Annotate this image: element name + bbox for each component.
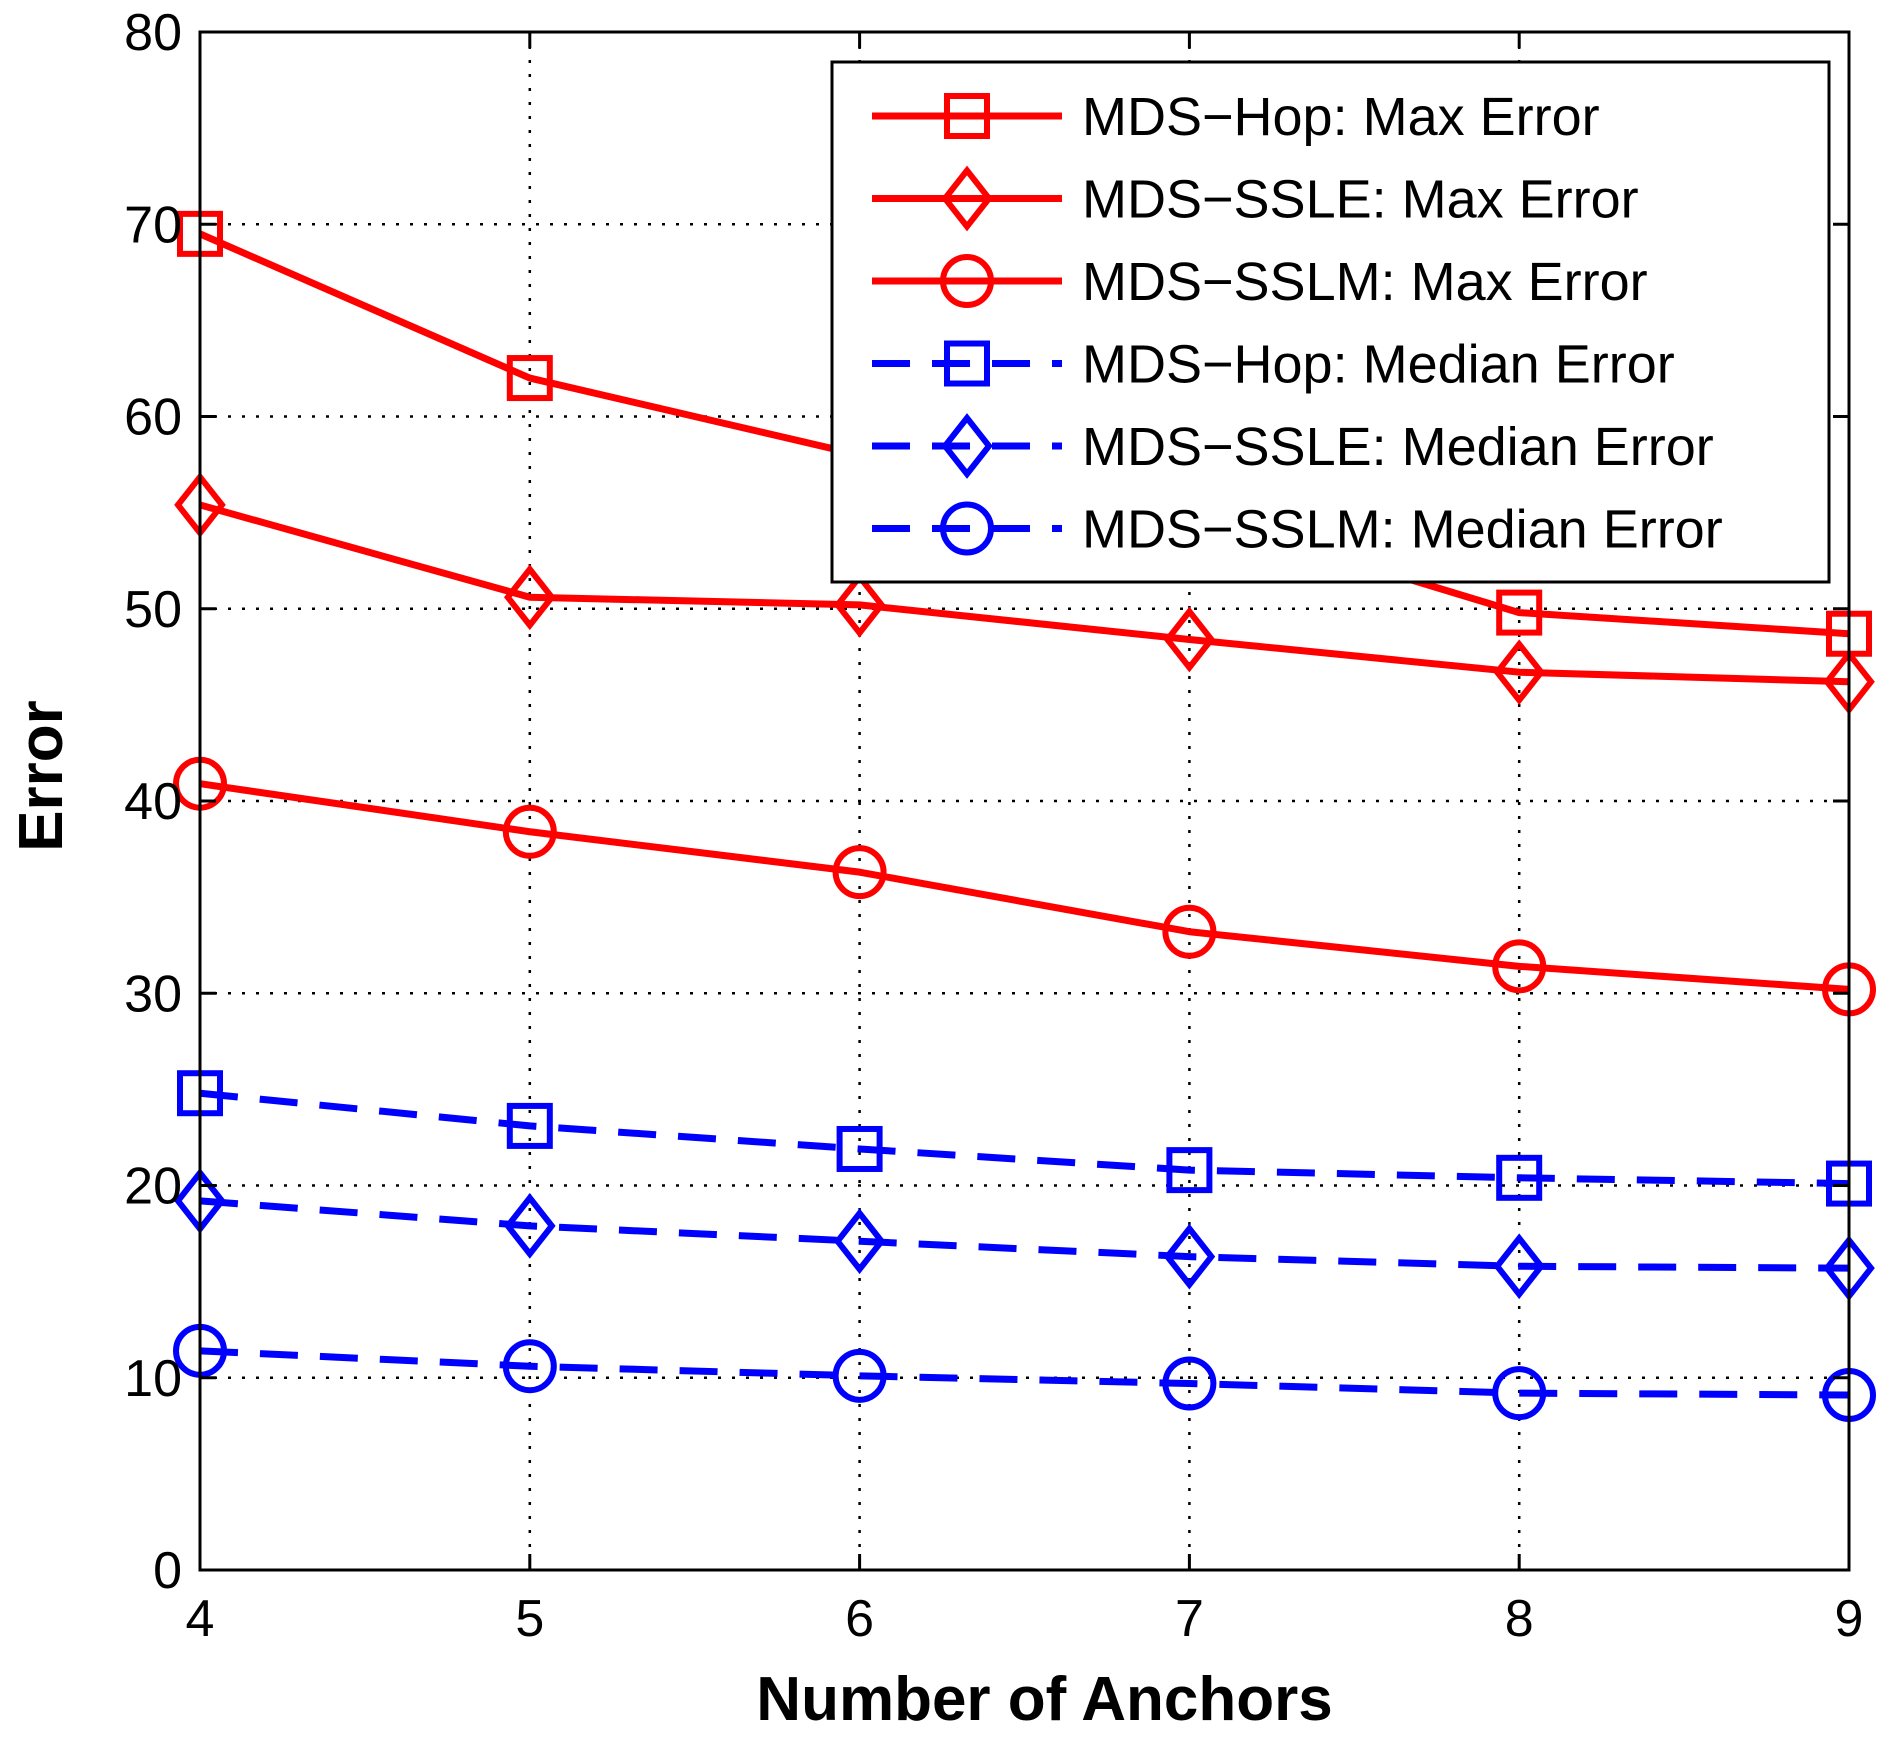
y-tick-label: 10: [124, 1350, 182, 1408]
y-tick-label: 0: [153, 1542, 182, 1600]
legend-label: MDS−Hop: Median Error: [1082, 335, 1675, 395]
data-point-circle: [832, 1348, 887, 1403]
data-point-diamond: [1163, 1223, 1216, 1290]
legend-entry: MDS−Hop: Max Error: [872, 87, 1600, 147]
data-point-diamond: [1163, 606, 1216, 673]
y-axis-label: Error: [7, 700, 76, 852]
data-point-diamond: [833, 572, 886, 638]
data-point-square: [1166, 1147, 1213, 1194]
x-tick-label: 6: [845, 1590, 874, 1648]
x-tick-label: 7: [1175, 1590, 1204, 1648]
series-3: [173, 756, 1876, 1017]
series-line: [199, 780, 1850, 993]
legend-entry: MDS−SSLM: Max Error: [872, 252, 1648, 312]
series-line: [199, 1347, 1850, 1399]
y-tick-label: 40: [124, 773, 182, 831]
data-point-circle: [1162, 1356, 1217, 1411]
data-point-diamond: [1493, 639, 1546, 706]
legend-box: [830, 60, 1831, 584]
legend-marker-diamond: [941, 165, 993, 232]
x-axis-label: Number of Anchors: [756, 1665, 1332, 1734]
legend-entry: MDS−SSLE: Max Error: [872, 165, 1639, 232]
series-6: [173, 1323, 1876, 1423]
y-tick-label: 20: [124, 1158, 182, 1216]
series-5: [174, 1168, 1875, 1302]
data-point-square: [1496, 589, 1543, 636]
y-tick-label: 70: [124, 196, 182, 254]
series-lines: [173, 210, 1876, 1423]
data-point-diamond: [833, 1208, 886, 1275]
legend-label: MDS−SSLE: Max Error: [1082, 170, 1639, 230]
y-tick-label: 50: [124, 581, 182, 639]
legend: MDS−Hop: Max Error MDS−SSLE: Max Error MDS…: [830, 60, 1831, 584]
series-line: [199, 501, 1850, 686]
legend-entry: MDS−Hop: Median Error: [872, 335, 1675, 395]
legend-marker-square: [944, 340, 990, 387]
series-line: [199, 1089, 1850, 1188]
data-point-square: [506, 355, 553, 402]
data-point-circle: [1162, 904, 1217, 959]
y-tick-label: 80: [124, 4, 182, 62]
legend-label: MDS−SSLM: Max Error: [1082, 252, 1648, 312]
data-point-circle: [502, 804, 557, 859]
x-tick-label: 8: [1505, 1590, 1534, 1648]
data-point-diamond: [1493, 1233, 1546, 1300]
legend-marker-square: [944, 93, 990, 139]
y-tick-label: 60: [124, 389, 182, 447]
legend-marker-circle: [940, 501, 994, 556]
legend-label: MDS−SSLM: Median Error: [1082, 500, 1723, 560]
legend-label: MDS−SSLE: Median Error: [1082, 417, 1714, 477]
data-point-circle: [1492, 1366, 1547, 1421]
data-point-diamond: [503, 564, 556, 631]
data-point-circle: [1492, 939, 1547, 994]
data-point-square: [1496, 1154, 1543, 1201]
x-tick-label: 4: [186, 1590, 215, 1648]
x-tick-label: 9: [1835, 1590, 1864, 1648]
legend-marker-diamond: [941, 413, 993, 479]
legend-marker-circle: [940, 254, 994, 308]
data-point-diamond: [503, 1193, 556, 1259]
data-point-square: [506, 1102, 553, 1149]
legend-entry: MDS−SSLM: Median Error: [872, 500, 1723, 560]
data-point-circle: [502, 1339, 557, 1394]
legend-label: MDS−Hop: Max Error: [1082, 87, 1600, 147]
data-point-square: [836, 1125, 883, 1172]
axis-ticks: 4 5 6 7 8 9 0 10 20 30 40 50 60 70 80: [124, 4, 1863, 1648]
data-point-circle: [832, 845, 887, 900]
x-tick-label: 5: [515, 1590, 544, 1648]
legend-entry: MDS−SSLE: Median Error: [872, 413, 1714, 479]
series-line: [199, 1197, 1850, 1272]
series-4: [177, 1070, 1872, 1207]
y-tick-label: 30: [124, 965, 182, 1023]
